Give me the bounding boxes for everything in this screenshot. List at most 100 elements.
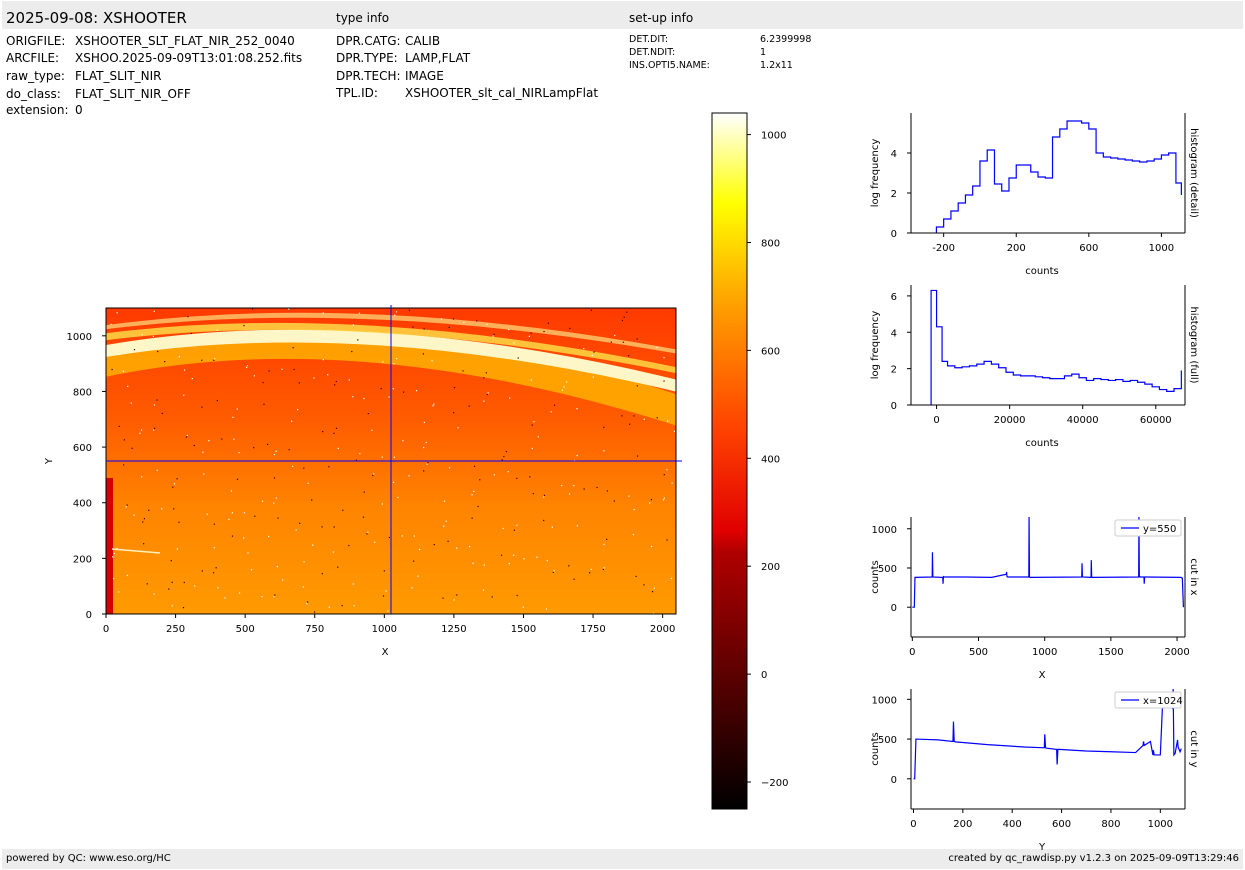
image-pixel (393, 456, 395, 458)
image-pixel (153, 310, 155, 312)
image-pixel (517, 357, 519, 359)
image-pixel (112, 556, 114, 558)
image-pixel (394, 314, 396, 316)
type-info-key-tpl-id: TPL.ID: (336, 86, 378, 100)
image-pixel (307, 601, 309, 603)
image-pixel (626, 311, 628, 313)
image-pixel (543, 519, 545, 522)
image-pixel (401, 535, 403, 537)
image-pixel (328, 466, 330, 468)
image-pixel (413, 560, 415, 562)
image-pixel (492, 335, 494, 337)
image-pixel (537, 436, 539, 438)
image-pixel (143, 543, 145, 545)
image-pixel (419, 548, 421, 551)
image-pixel (328, 606, 330, 608)
legend-label-panel-4: x=1024 (1143, 696, 1183, 707)
image-pixel (213, 523, 215, 525)
image-pixel (453, 412, 455, 414)
image-pixel (171, 581, 173, 584)
image-pixel (553, 570, 555, 572)
image-xtick-label: 1750 (580, 624, 605, 635)
image-pixel (273, 453, 276, 456)
ytick-label-panel-4: 500 (878, 735, 897, 746)
image-pixel (276, 566, 278, 568)
image-pixel (569, 327, 571, 329)
image-pixel (206, 513, 208, 515)
image-pixel (603, 426, 605, 428)
image-pixel (392, 388, 394, 390)
file-info-value-extension: 0 (75, 103, 83, 117)
image-xtick-label: 1000 (372, 624, 397, 635)
image-pixel (122, 370, 124, 372)
image-pixel (243, 537, 245, 539)
image-pixel (262, 381, 264, 384)
image-pixel (139, 432, 141, 434)
image-pixel (533, 421, 535, 423)
image-pixel (208, 439, 210, 442)
image-xtick-label: 1500 (511, 624, 536, 635)
image-pixel (213, 359, 215, 361)
image-pixel (591, 354, 593, 356)
image-pixel (513, 529, 516, 531)
file-info-key-extension: extension: (6, 103, 69, 117)
image-pixel (321, 526, 323, 528)
image-pixel (307, 482, 309, 484)
image-pixel (483, 564, 485, 566)
image-pixel (603, 450, 605, 452)
image-pixel (550, 411, 552, 413)
image-pixel (423, 328, 425, 330)
image-ytick-label: 1000 (67, 332, 92, 343)
image-pixel (382, 595, 385, 597)
image-pixel (483, 377, 485, 379)
image-pixel (194, 585, 196, 587)
image-pixel (573, 578, 575, 580)
ytick-label-panel-4: 1000 (872, 695, 897, 706)
image-ytick-label: 800 (73, 387, 92, 398)
image-pixel (457, 427, 459, 429)
image-pixel (643, 418, 645, 420)
image-pixel (164, 361, 166, 363)
image-pixel (483, 352, 486, 354)
image-pixel (606, 538, 608, 541)
setup-info-value-det-dit: 6.2399998 (760, 34, 812, 45)
image-pixel (656, 417, 658, 419)
image-pixel (443, 525, 445, 527)
image-pixel (111, 345, 113, 347)
image-pixel (157, 350, 159, 353)
image-pixel (183, 369, 186, 371)
file-info-value-arcfile: XSHOO.2025-09-09T13:01:08.252.fits (75, 51, 303, 65)
file-info-value-origfile: XSHOOTER_SLT_FLAT_NIR_252_0040 (75, 34, 295, 48)
xlabel-panel-2: counts (1025, 438, 1058, 449)
image-pixel (551, 526, 553, 528)
image-pixel (176, 478, 178, 480)
image-pixel (636, 338, 638, 340)
image-pixel (432, 405, 434, 407)
image-pixel (427, 461, 429, 464)
image-pixel (483, 400, 485, 402)
side-label-panel-3: cut in x (1188, 558, 1199, 595)
image-pixel (417, 575, 419, 577)
image-pixel (383, 570, 385, 572)
image-pixel (479, 479, 481, 481)
image-pixel (448, 467, 451, 469)
image-pixel (113, 552, 115, 555)
image-pixel (653, 587, 655, 589)
image-pixel (503, 455, 505, 458)
image-pixel (623, 316, 625, 318)
ylabel-panel-3: counts (870, 560, 881, 593)
image-pixel (142, 521, 144, 523)
xlabel-panel-3: X (1039, 670, 1046, 681)
image-pixel (563, 386, 565, 388)
image-pixel (487, 392, 489, 394)
image-pixel (662, 499, 665, 501)
legend-box-panel-4 (1114, 691, 1182, 709)
image-pixel (388, 396, 390, 398)
image-pixel (224, 597, 226, 599)
image-pixel (516, 594, 518, 597)
image-pixel (277, 517, 279, 519)
image-pixel (193, 444, 195, 447)
colorbar-tick-label: 0 (761, 670, 767, 681)
image-pixel (281, 579, 284, 581)
xlabel-panel-1: counts (1025, 266, 1058, 277)
